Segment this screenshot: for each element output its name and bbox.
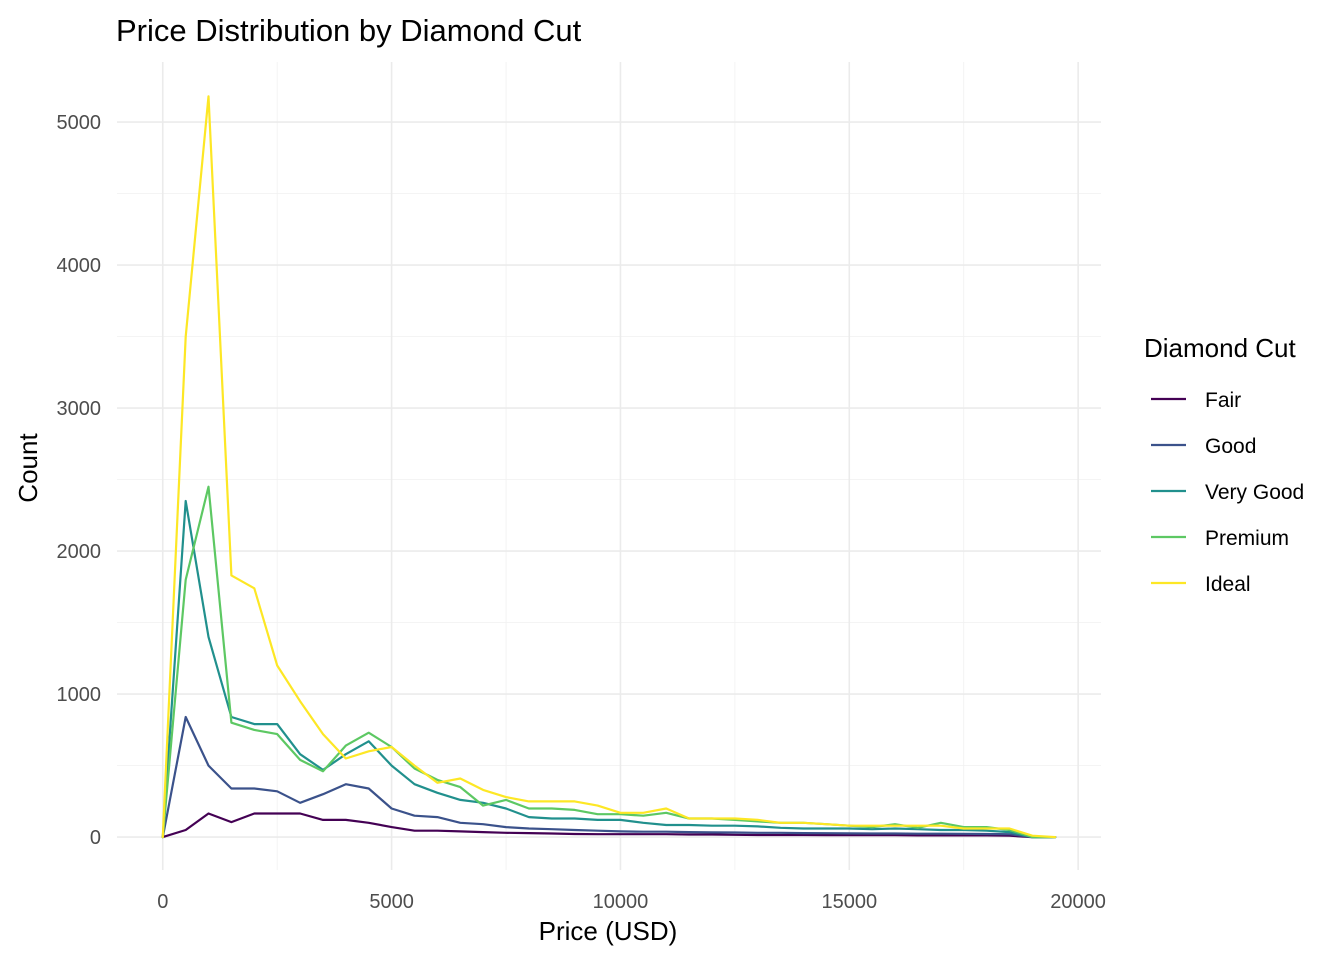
- x-tick-label: 0: [157, 891, 168, 913]
- chart-title: Price Distribution by Diamond Cut: [116, 13, 582, 48]
- grid: [117, 62, 1101, 870]
- legend-item-ideal: Ideal: [1151, 573, 1251, 596]
- series-line-good: [161, 715, 1057, 839]
- series-lines: [161, 95, 1057, 839]
- y-tick-label: 3000: [57, 398, 102, 420]
- x-tick-label: 15000: [821, 891, 877, 913]
- x-tick-label: 5000: [369, 891, 414, 913]
- series-line-ideal: [161, 95, 1057, 839]
- legend-item-fair: Fair: [1151, 389, 1241, 412]
- y-tick-label: 0: [90, 827, 101, 849]
- series-line-very-good: [161, 499, 1057, 839]
- legend-label-good: Good: [1205, 435, 1256, 458]
- series-line-fair: [161, 812, 1057, 839]
- y-tick-label: 2000: [57, 541, 102, 563]
- legend-label-ideal: Ideal: [1205, 573, 1251, 596]
- legend-label-fair: Fair: [1205, 389, 1241, 412]
- y-tick-label: 5000: [57, 112, 102, 134]
- legend-title: Diamond Cut: [1144, 333, 1297, 363]
- x-tick-label: 10000: [593, 891, 649, 913]
- x-axis-title: Price (USD): [539, 916, 678, 946]
- legend-label-premium: Premium: [1205, 527, 1289, 550]
- legend: Diamond Cut Fair Good Very Good Premium Idea…: [1144, 333, 1304, 596]
- legend-item-good: Good: [1151, 435, 1256, 458]
- legend-items: Fair Good Very Good Premium Ideal: [1151, 389, 1304, 596]
- y-axis-title: Count: [13, 433, 43, 503]
- legend-item-very-good: Very Good: [1151, 481, 1304, 504]
- y-tick-label: 1000: [57, 684, 102, 706]
- y-tick-label: 4000: [57, 255, 102, 277]
- series-line-premium: [161, 485, 1057, 839]
- x-tick-label: 20000: [1050, 891, 1106, 913]
- legend-item-premium: Premium: [1151, 527, 1289, 550]
- legend-label-very-good: Very Good: [1205, 481, 1304, 504]
- tick-labels: 0 5000 10000 15000 20000 0 1000 2000 3000 4000 500…: [57, 112, 1106, 913]
